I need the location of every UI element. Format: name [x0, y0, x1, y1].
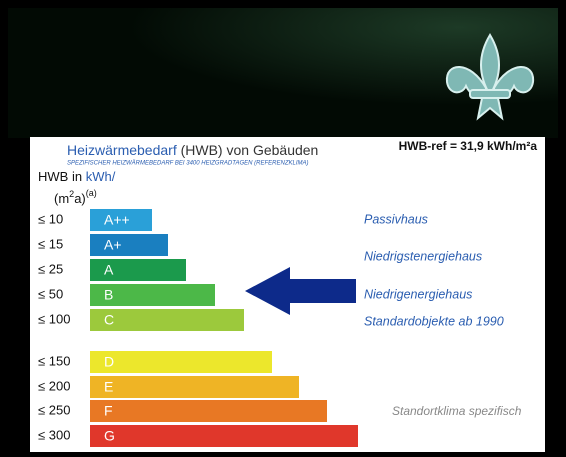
unit-line-1: HWB in kWh/ — [38, 169, 116, 184]
class-label: F — [104, 403, 113, 419]
class-limit: ≤ 150 — [38, 353, 70, 368]
description: Niedrigstenergiehaus — [364, 249, 482, 263]
description: Niedrigenergiehaus — [364, 287, 472, 301]
footnote: Standortklima spezifisch — [392, 404, 522, 418]
class-bar — [90, 400, 327, 422]
class-bar — [90, 351, 272, 373]
class-limit: ≤ 200 — [38, 378, 70, 393]
class-label: G — [104, 428, 115, 444]
class-bar — [90, 425, 358, 447]
class-label: C — [104, 312, 114, 328]
page: Heizwärmebedarf (HWB) von Gebäuden SPEZI… — [0, 0, 566, 457]
class-label: A — [104, 262, 114, 278]
title: Heizwärmebedarf (HWB) von Gebäuden — [67, 142, 318, 158]
class-label: E — [104, 379, 113, 395]
class-limit: ≤ 100 — [38, 311, 70, 326]
class-limit: ≤ 15 — [38, 236, 63, 251]
class-label: D — [104, 354, 114, 370]
class-limit: ≤ 300 — [38, 427, 70, 442]
reference: HWB-ref = 31,9 kWh/m²a — [399, 139, 538, 153]
class-limit: ≤ 25 — [38, 261, 63, 276]
class-bar — [90, 376, 299, 398]
description: Standardobjekte ab 1990 — [364, 314, 504, 328]
class-label: A+ — [104, 237, 122, 253]
class-limit: ≤ 50 — [38, 286, 63, 301]
class-label: B — [104, 287, 113, 303]
class-bar — [90, 234, 168, 256]
header-band — [8, 8, 558, 138]
class-limit: ≤ 250 — [38, 402, 70, 417]
class-limit: ≤ 10 — [38, 211, 63, 226]
subtitle: SPEZIFISCHER HEIZWÄRMEBEDARF BEI 3400 HE… — [67, 160, 308, 167]
description: Passivhaus — [364, 212, 428, 226]
slide: Heizwärmebedarf (HWB) von Gebäuden SPEZI… — [0, 0, 566, 457]
class-label: A++ — [104, 212, 130, 228]
